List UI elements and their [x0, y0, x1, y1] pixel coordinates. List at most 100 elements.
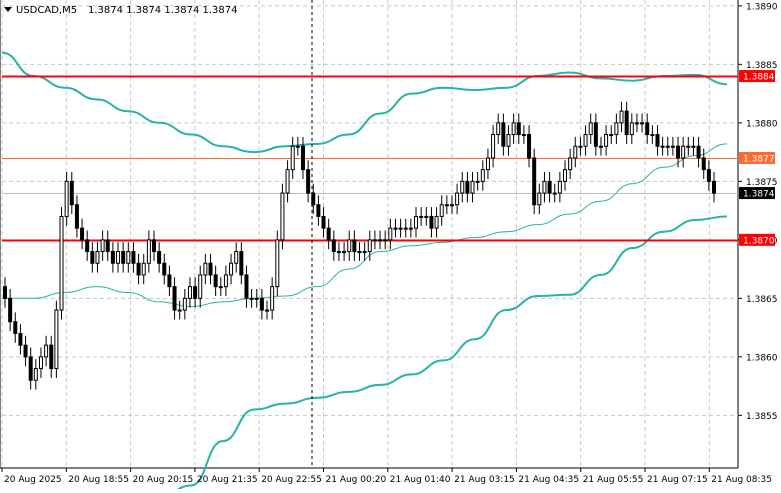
candle-body[interactable] — [491, 134, 496, 159]
candle-body[interactable] — [506, 134, 511, 147]
candle-body[interactable] — [80, 227, 85, 241]
candle-body[interactable] — [54, 309, 59, 370]
candle-body[interactable] — [383, 239, 388, 242]
candle-body[interactable] — [44, 344, 49, 358]
candle-body[interactable] — [213, 274, 218, 288]
candle-body[interactable] — [244, 274, 249, 299]
candle-body[interactable] — [665, 145, 670, 148]
price-axis[interactable]: 1.3890 1.3885 1.3880 1.3875 1.3870 1.3865 1.38… — [738, 2, 778, 422]
candle-body[interactable] — [352, 239, 357, 253]
candle-body[interactable] — [265, 309, 270, 312]
candle-body[interactable] — [609, 134, 614, 137]
candle-body[interactable] — [362, 251, 367, 254]
candles[interactable] — [3, 101, 716, 390]
candle-body[interactable] — [485, 157, 490, 171]
candle-body[interactable] — [449, 204, 454, 207]
candle-body[interactable] — [537, 192, 542, 206]
candle-body[interactable] — [280, 192, 285, 241]
candle-body[interactable] — [691, 145, 696, 148]
candle-body[interactable] — [408, 227, 413, 230]
candle-body[interactable] — [234, 251, 239, 264]
candle-body[interactable] — [629, 122, 634, 136]
candle-body[interactable] — [583, 134, 588, 147]
candle-body[interactable] — [331, 239, 336, 253]
candle-body[interactable] — [588, 122, 593, 136]
candle-body[interactable] — [429, 215, 434, 229]
candle-body[interactable] — [49, 344, 54, 370]
candle-body[interactable] — [28, 356, 33, 381]
candle-body[interactable] — [393, 227, 398, 230]
candle-body[interactable] — [434, 215, 439, 229]
candle-body[interactable] — [475, 180, 480, 183]
candle-body[interactable] — [182, 297, 187, 311]
candle-body[interactable] — [470, 180, 475, 194]
candle-body[interactable] — [444, 204, 449, 207]
candle-body[interactable] — [424, 215, 429, 218]
candle-body[interactable] — [347, 239, 352, 253]
candle-body[interactable] — [85, 239, 90, 253]
candle-body[interactable] — [563, 169, 568, 182]
candle-body[interactable] — [69, 180, 74, 206]
candle-body[interactable] — [146, 239, 151, 264]
candle-body[interactable] — [706, 169, 711, 182]
candle-body[interactable] — [105, 239, 110, 253]
candle-body[interactable] — [33, 368, 38, 381]
candle-body[interactable] — [511, 122, 516, 136]
candle-body[interactable] — [624, 110, 629, 136]
candle-body[interactable] — [8, 297, 13, 323]
candle-body[interactable] — [126, 251, 131, 264]
candle-body[interactable] — [326, 227, 331, 241]
candle-body[interactable] — [701, 157, 706, 171]
candle-body[interactable] — [460, 180, 465, 194]
candle-body[interactable] — [342, 251, 347, 254]
candle-body[interactable] — [414, 215, 419, 229]
candle-body[interactable] — [403, 227, 408, 230]
candle-body[interactable] — [686, 145, 691, 148]
candle-body[interactable] — [676, 145, 681, 159]
candle-body[interactable] — [90, 251, 95, 264]
candle-body[interactable] — [398, 227, 403, 230]
candle-body[interactable] — [18, 332, 23, 346]
candle-body[interactable] — [74, 204, 79, 229]
candle-body[interactable] — [357, 251, 362, 254]
candle-body[interactable] — [316, 204, 321, 217]
candle-body[interactable] — [249, 297, 254, 300]
candle-body[interactable] — [336, 251, 341, 254]
candle-body[interactable] — [254, 297, 259, 300]
candle-body[interactable] — [655, 134, 660, 147]
candle-body[interactable] — [167, 274, 172, 288]
candle-body[interactable] — [660, 145, 665, 148]
candle-body[interactable] — [275, 239, 280, 288]
candle-body[interactable] — [259, 297, 264, 311]
candle-body[interactable] — [157, 251, 162, 264]
candle-body[interactable] — [177, 309, 182, 312]
candle-body[interactable] — [187, 286, 192, 299]
candle-body[interactable] — [300, 145, 305, 171]
candle-body[interactable] — [670, 145, 675, 148]
candle-body[interactable] — [496, 122, 501, 136]
candle-body[interactable] — [136, 262, 141, 276]
candle-body[interactable] — [568, 157, 573, 171]
candle-body[interactable] — [64, 180, 69, 217]
candle-body[interactable] — [270, 286, 275, 311]
candle-body[interactable] — [455, 192, 460, 206]
candle-body[interactable] — [131, 251, 136, 264]
candle-body[interactable] — [645, 122, 650, 136]
candle-body[interactable] — [527, 134, 532, 159]
candle-body[interactable] — [696, 145, 701, 159]
candle-body[interactable] — [100, 239, 105, 253]
candle-body[interactable] — [367, 239, 372, 253]
candle-body[interactable] — [614, 122, 619, 136]
candle-body[interactable] — [532, 157, 537, 206]
candle-body[interactable] — [501, 122, 506, 147]
candle-body[interactable] — [547, 180, 552, 194]
time-axis[interactable]: 20 Aug 2025 20 Aug 18:55 20 Aug 20:15 20 Au… — [1, 468, 772, 485]
candle-body[interactable] — [634, 122, 639, 125]
candle-body[interactable] — [151, 239, 156, 253]
candle-body[interactable] — [23, 344, 28, 358]
candle-body[interactable] — [650, 134, 655, 137]
candle-body[interactable] — [295, 145, 300, 148]
dropdown-triangle-icon[interactable] — [4, 7, 12, 12]
candle-body[interactable] — [372, 239, 377, 242]
